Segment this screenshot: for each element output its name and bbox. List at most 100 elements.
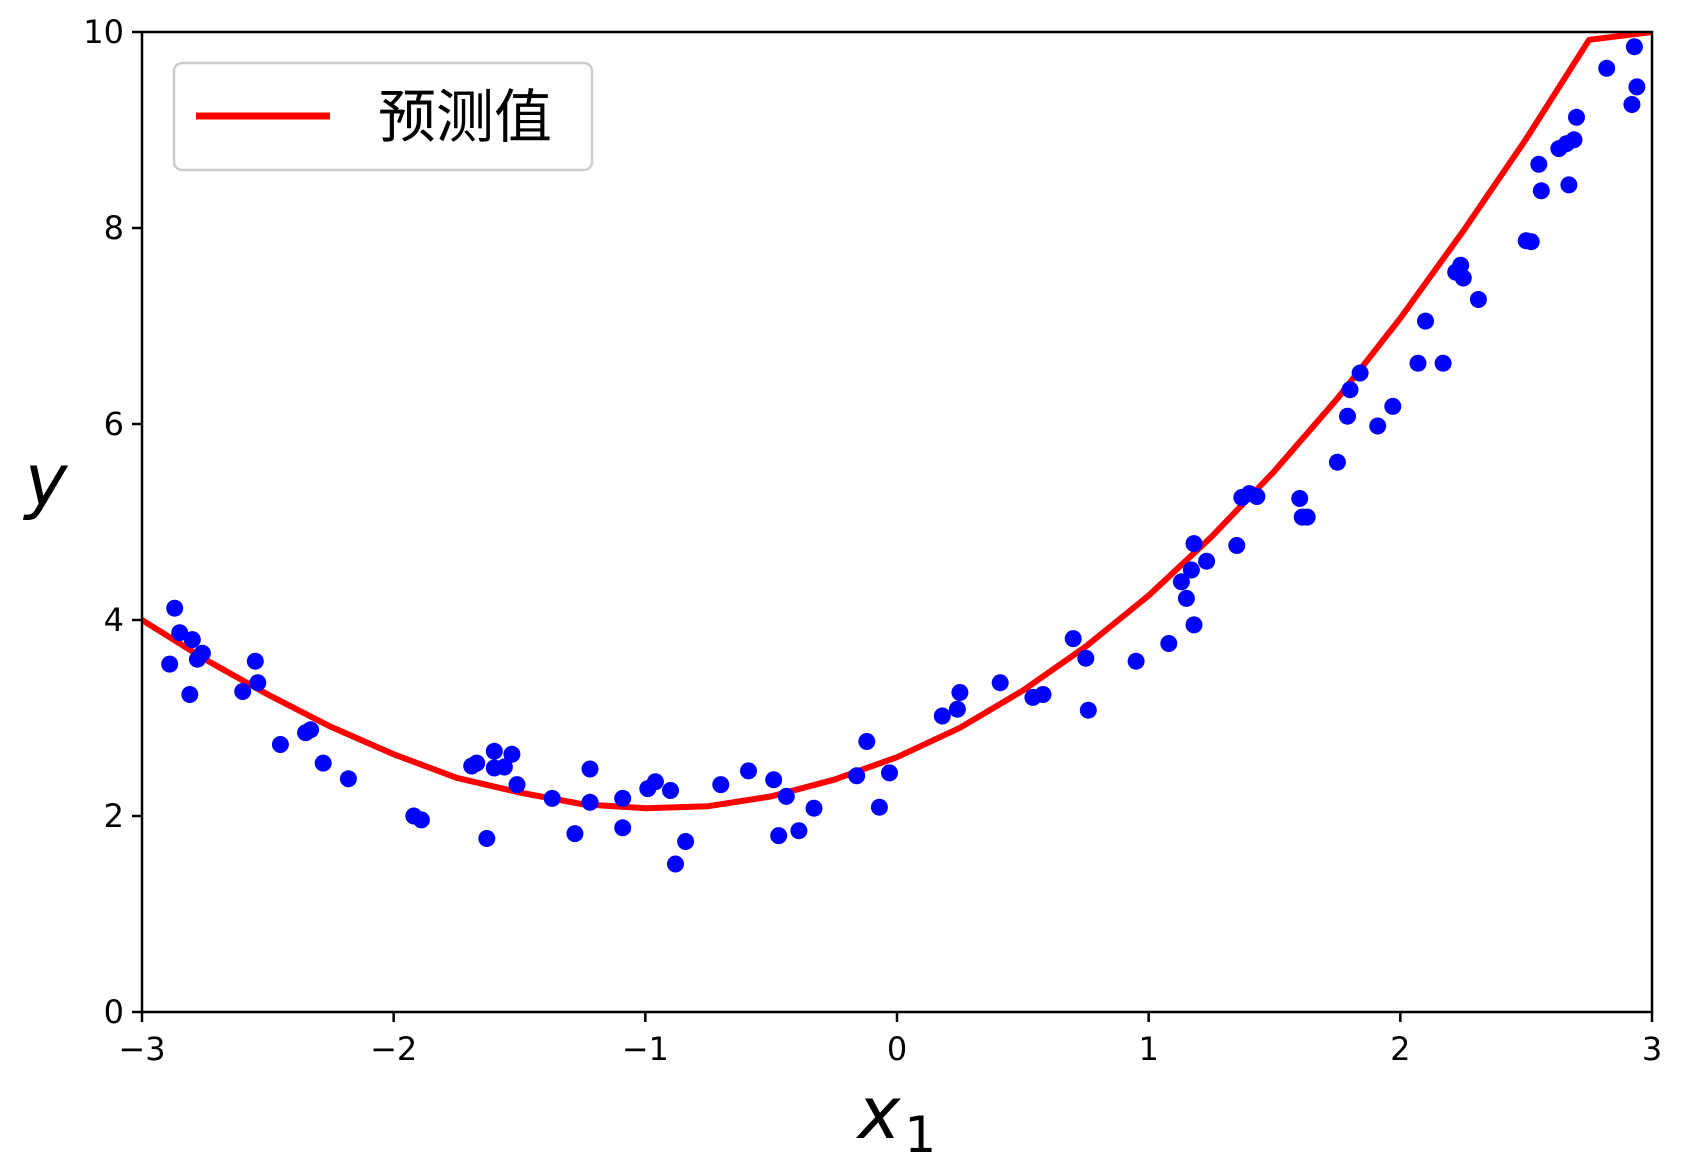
x-tick-label: 3 — [1642, 1030, 1662, 1068]
data-point-41 — [790, 822, 808, 840]
data-point-24 — [508, 776, 526, 794]
data-point-72 — [1339, 407, 1356, 425]
data-point-93 — [1598, 59, 1616, 77]
y-tick-label: 4 — [104, 601, 124, 639]
y-axis-ticks: 0 2 4 6 8 10 — [83, 13, 142, 1031]
data-point-37 — [740, 762, 757, 780]
data-point-44 — [858, 733, 876, 750]
legend-label-prediction: 预测值 — [378, 83, 552, 151]
data-point-60 — [1182, 561, 1200, 579]
data-point-79 — [1434, 354, 1452, 372]
x-axis-ticks: −3 −2 −1 0 1 2 3 — [118, 1012, 1662, 1068]
data-point-71 — [1328, 453, 1346, 471]
data-point-46 — [881, 764, 898, 782]
data-point-18 — [468, 754, 486, 772]
data-point-49 — [951, 684, 969, 701]
data-point-64 — [1228, 537, 1246, 554]
data-point-16 — [412, 811, 430, 829]
data-point-53 — [1064, 630, 1082, 648]
legend-box — [172, 61, 594, 172]
data-point-6 — [193, 644, 211, 662]
data-point-95 — [1625, 38, 1643, 56]
data-point-45 — [870, 798, 888, 816]
data-point-86 — [1530, 155, 1548, 173]
data-point-74 — [1351, 364, 1369, 382]
x-axis-label: x1 — [856, 1071, 936, 1164]
data-point-82 — [1454, 269, 1472, 287]
x-tick-label: 0 — [887, 1030, 907, 1068]
data-point-77 — [1409, 354, 1427, 372]
data-point-13 — [314, 754, 332, 772]
data-point-36 — [712, 776, 730, 794]
data-point-33 — [662, 782, 679, 799]
data-point-43 — [848, 767, 866, 785]
data-point-21 — [485, 742, 503, 760]
data-point-39 — [770, 827, 788, 845]
y-tick-label: 10 — [83, 13, 124, 51]
data-point-63 — [1198, 552, 1216, 570]
data-point-30 — [614, 819, 632, 837]
data-point-32 — [646, 773, 664, 791]
data-point-91 — [1565, 131, 1583, 149]
y-tick-label: 2 — [104, 797, 124, 835]
data-point-50 — [991, 674, 1009, 692]
data-point-12 — [302, 721, 320, 739]
x-tick-label: 2 — [1390, 1030, 1410, 1068]
scatter-points-layer — [161, 38, 1646, 873]
data-point-48 — [948, 700, 966, 718]
data-point-9 — [249, 674, 267, 692]
data-point-55 — [1079, 701, 1097, 719]
data-point-47 — [933, 707, 951, 725]
data-point-59 — [1177, 589, 1195, 607]
data-point-96 — [1628, 78, 1646, 96]
y-tick-label: 6 — [104, 405, 124, 443]
y-tick-label: 8 — [104, 209, 124, 247]
data-point-35 — [677, 833, 695, 850]
data-point-34 — [667, 855, 684, 873]
data-point-75 — [1369, 417, 1387, 435]
data-point-14 — [339, 770, 357, 788]
data-point-92 — [1568, 108, 1585, 126]
y-tick-label: 0 — [104, 993, 124, 1031]
data-point-62 — [1185, 535, 1203, 553]
data-point-90 — [1560, 176, 1578, 194]
data-point-73 — [1341, 381, 1359, 399]
prediction-curve-layer — [142, 32, 1652, 812]
data-point-26 — [566, 825, 584, 843]
data-point-23 — [503, 745, 521, 763]
prediction-curve — [142, 32, 1652, 812]
plot-area-frame — [140, 30, 1654, 1014]
data-point-78 — [1417, 312, 1434, 330]
x-axis-label-subscript: 1 — [904, 1106, 936, 1164]
data-point-87 — [1532, 182, 1550, 200]
data-point-70 — [1298, 508, 1316, 526]
data-point-40 — [777, 787, 795, 805]
data-point-7 — [234, 683, 252, 700]
data-point-81 — [1452, 256, 1470, 274]
data-point-29 — [614, 789, 632, 807]
data-point-38 — [765, 771, 783, 789]
legend: 预测值 — [172, 61, 594, 172]
data-point-2 — [171, 624, 189, 642]
data-point-0 — [161, 655, 179, 673]
data-point-4 — [183, 631, 201, 649]
data-point-27 — [581, 760, 599, 778]
data-point-76 — [1384, 397, 1402, 415]
data-point-83 — [1469, 291, 1487, 308]
data-point-56 — [1127, 652, 1145, 670]
data-point-19 — [478, 830, 496, 847]
data-point-61 — [1185, 616, 1203, 634]
data-point-25 — [543, 789, 561, 807]
data-point-57 — [1160, 635, 1178, 652]
y-axis-label: y — [23, 438, 69, 522]
data-point-10 — [271, 736, 289, 753]
data-point-54 — [1077, 649, 1095, 667]
data-point-1 — [166, 599, 184, 617]
x-tick-label: −1 — [622, 1030, 669, 1068]
x-tick-label: −2 — [370, 1030, 417, 1068]
data-point-68 — [1291, 490, 1309, 507]
x-tick-label: 1 — [1138, 1030, 1158, 1068]
x-axis-label-base: x — [856, 1071, 902, 1155]
data-point-3 — [181, 686, 199, 703]
